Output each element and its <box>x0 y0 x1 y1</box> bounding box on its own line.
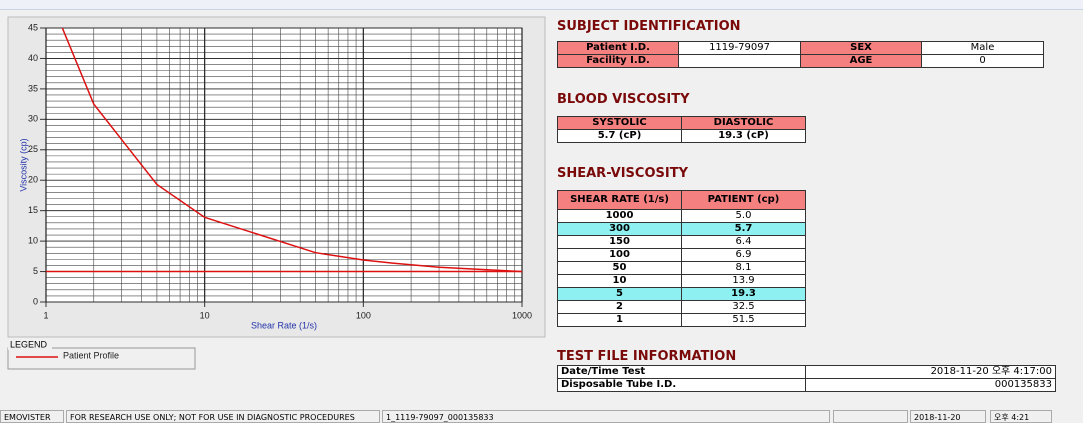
table: SHEAR RATE (1/s) PATIENT (cp) 1000 5.0 300 5.… <box>557 190 806 327</box>
row: 300 5.7 <box>557 222 806 236</box>
cell: 13.9 <box>681 274 806 288</box>
section-title: TEST FILE INFORMATION <box>557 349 737 364</box>
header-cell: SYSTOLIC <box>557 116 682 130</box>
x-tick-label: 100 <box>356 310 371 320</box>
header-cell: PATIENT (cp) <box>681 190 806 210</box>
header-row: SHEAR RATE (1/s) PATIENT (cp) <box>557 190 806 210</box>
cell: AGE <box>800 54 922 68</box>
x-tick-label: 1 <box>43 310 48 320</box>
cell: 50 <box>557 261 682 275</box>
status-cell: 1_1119-79097_000135833 <box>382 410 830 423</box>
row: 1000 5.0 <box>557 209 806 223</box>
y-tick-label: 25 <box>28 144 38 154</box>
y-tick-label: 15 <box>28 205 38 215</box>
row: Patient I.D. 1119-79097 SEX Male <box>557 41 1044 55</box>
row: 100 6.9 <box>557 248 806 262</box>
cell: 6.9 <box>681 248 806 262</box>
cell <box>678 54 801 68</box>
x-tick-label: 10 <box>200 310 210 320</box>
row: 2 32.5 <box>557 300 806 314</box>
x-axis-label: Shear Rate (1/s) <box>251 320 317 330</box>
cell: 5.7 <box>681 222 806 236</box>
legend-title: LEGEND <box>10 339 48 349</box>
row: Disposable Tube I.D. 000135833 <box>557 378 1056 392</box>
y-tick-label: 45 <box>28 22 38 32</box>
header-cell: DIASTOLIC <box>681 116 806 130</box>
y-tick-label: 10 <box>28 235 38 245</box>
y-tick-label: 30 <box>28 114 38 124</box>
cell: Facility I.D. <box>557 54 679 68</box>
row: Facility I.D. AGE 0 <box>557 54 1044 68</box>
cell: 5 <box>557 287 682 301</box>
legend-label: Patient Profile <box>63 350 119 360</box>
cell: 0 <box>921 54 1044 68</box>
y-tick-label: 35 <box>28 83 38 93</box>
cell: Date/Time Test <box>557 365 806 379</box>
cell: 1000 <box>557 209 682 223</box>
row: Date/Time Test 2018-11-20 오후 4:17:00 <box>557 365 1056 379</box>
cell: 300 <box>557 222 682 236</box>
cell: 150 <box>557 235 682 249</box>
y-tick-label: 20 <box>28 175 38 185</box>
cell: 51.5 <box>681 313 806 327</box>
table: SYSTOLIC DIASTOLIC 5.7 (cP) 19.3 (cP) <box>557 116 806 143</box>
row: 1 51.5 <box>557 313 806 327</box>
section-title: BLOOD VISCOSITY <box>557 92 690 107</box>
plot-area <box>45 27 523 303</box>
status-cell: 오후 4:21 <box>990 410 1052 423</box>
cell: Male <box>921 41 1044 55</box>
header-row: SYSTOLIC DIASTOLIC <box>557 116 806 130</box>
legend-box <box>7 347 196 370</box>
table: Patient I.D. 1119-79097 SEX Male Facility I.… <box>557 41 1044 68</box>
row: 50 8.1 <box>557 261 806 275</box>
cell: 000135833 <box>805 378 1056 392</box>
cell: 32.5 <box>681 300 806 314</box>
y-axis-label: Viscosity (cp) <box>18 138 28 191</box>
cell: 2 <box>557 300 682 314</box>
cell: 10 <box>557 274 682 288</box>
data-line <box>61 28 522 273</box>
cell: 100 <box>557 248 682 262</box>
legend-title-bg <box>8 340 52 350</box>
row: 10 13.9 <box>557 274 806 288</box>
row: 5.7 (cP) 19.3 (cP) <box>557 129 806 143</box>
section-title: SHEAR-VISCOSITY <box>557 166 688 181</box>
cell: 5.7 (cP) <box>557 129 682 143</box>
cell: 5.0 <box>681 209 806 223</box>
section-title: SUBJECT IDENTIFICATION <box>557 19 741 34</box>
x-tick-label: 1000 <box>512 310 532 320</box>
y-tick-label: 5 <box>33 266 38 276</box>
cell: 1 <box>557 313 682 327</box>
table: Date/Time Test 2018-11-20 오후 4:17:00 Dispo… <box>557 365 1056 392</box>
cell: 8.1 <box>681 261 806 275</box>
status-cell: EMOVISTER <box>0 410 64 423</box>
status-cell: FOR RESEARCH USE ONLY; NOT FOR USE IN DI… <box>66 410 380 423</box>
top-strip <box>0 0 1083 10</box>
cell: 1119-79097 <box>678 41 801 55</box>
header-cell: SHEAR RATE (1/s) <box>557 190 682 210</box>
cell: 19.3 (cP) <box>681 129 806 143</box>
status-cell <box>833 410 908 423</box>
cell: 19.3 <box>681 287 806 301</box>
row: 5 19.3 <box>557 287 806 301</box>
cell: Disposable Tube I.D. <box>557 378 806 392</box>
cell: 6.4 <box>681 235 806 249</box>
status-cell: 2018-11-20 <box>910 410 986 423</box>
cell: SEX <box>800 41 922 55</box>
y-tick-label: 40 <box>28 53 38 63</box>
cell: 2018-11-20 오후 4:17:00 <box>805 365 1056 379</box>
cell: Patient I.D. <box>557 41 679 55</box>
y-tick-label: 0 <box>33 296 38 306</box>
row: 150 6.4 <box>557 235 806 249</box>
